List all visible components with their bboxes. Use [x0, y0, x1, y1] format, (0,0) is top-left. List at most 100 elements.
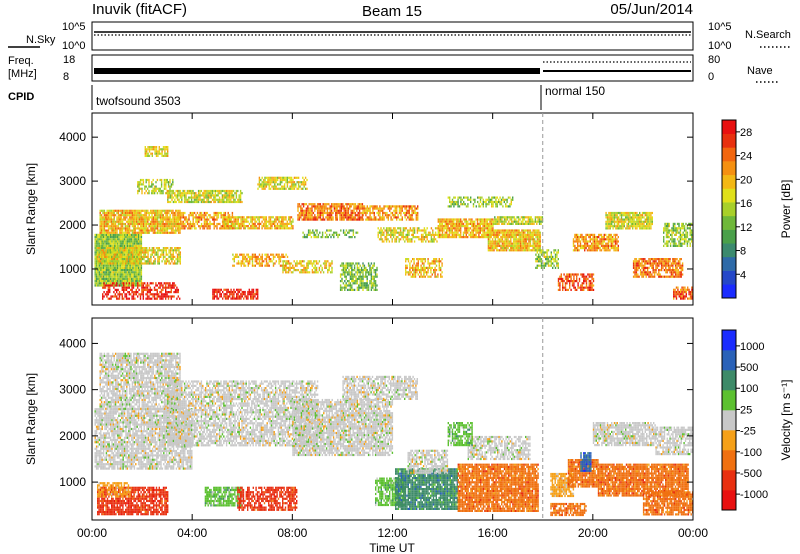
data-cell: [377, 218, 380, 221]
data-cell: [140, 229, 142, 232]
data-cell: [408, 216, 410, 219]
data-cell: [244, 260, 247, 263]
data-cell: [223, 211, 225, 215]
data-cell: [330, 216, 333, 219]
data-cell: [114, 275, 116, 278]
data-cell: [100, 218, 103, 221]
data-cell: [345, 275, 347, 278]
data-cell: [198, 216, 200, 219]
data-cell: [163, 227, 166, 230]
data-cell: [330, 207, 333, 210]
data-cell: [237, 262, 240, 265]
data-cell: [115, 271, 117, 274]
data-cell: [227, 225, 229, 228]
data-cell: [130, 260, 132, 263]
data-cell: [330, 236, 332, 239]
data-cell: [146, 178, 149, 182]
data-cell: [125, 293, 128, 296]
data-cell: [171, 253, 173, 256]
data-cell: [397, 216, 399, 219]
data-cell: [166, 209, 169, 212]
data-cell: [109, 216, 111, 219]
data-cell: [103, 220, 106, 223]
data-cell: [423, 275, 425, 278]
data-cell: [207, 218, 210, 221]
data-cell: [206, 200, 208, 204]
data-cell: [348, 262, 350, 265]
data-cell: [127, 214, 129, 217]
data-cell: [209, 196, 211, 199]
data-cell: [316, 236, 318, 239]
data-cell: [243, 264, 245, 267]
data-cell: [119, 280, 122, 283]
freq-tick-high: 18: [63, 54, 75, 66]
data-cell: [164, 249, 166, 252]
data-cell: [113, 258, 116, 261]
data-cell: [425, 240, 427, 243]
data-cell: [124, 209, 127, 212]
data-cell: [410, 216, 412, 219]
data-cell: [449, 196, 451, 199]
data-cell: [139, 260, 141, 263]
data-cell: [223, 196, 225, 199]
data-cell: [290, 262, 293, 265]
data-cell: [123, 273, 126, 276]
data-cell: [226, 290, 228, 294]
data-cell: [359, 275, 361, 278]
data-cell: [241, 220, 244, 223]
data-cell: [142, 178, 145, 182]
data-cell: [181, 211, 183, 215]
data-cell: [142, 288, 144, 291]
data-cell: [189, 214, 192, 217]
data-cell: [283, 176, 286, 179]
data-cell: [461, 225, 463, 228]
data-cell: [102, 293, 104, 296]
data-cell: [139, 293, 142, 296]
data-cell: [144, 146, 146, 149]
data-cell: [265, 262, 268, 265]
data-cell: [103, 216, 106, 219]
data-cell: [404, 207, 406, 210]
data-cell: [268, 187, 270, 190]
data-cell: [159, 284, 161, 287]
data-cell: [336, 218, 338, 221]
data-cell: [128, 244, 130, 247]
data-cell: [402, 236, 405, 239]
data-cell: [471, 222, 473, 225]
data-cell: [157, 258, 159, 261]
data-cell: [112, 258, 114, 261]
data-cell: [178, 192, 180, 195]
data-cell: [98, 262, 100, 265]
data-cell: [107, 282, 109, 285]
data-cell: [294, 264, 297, 267]
data-cell: [186, 218, 189, 221]
data-cell: [112, 229, 114, 232]
data-cell: [339, 211, 341, 215]
data-cell: [155, 209, 157, 212]
data-cell: [116, 266, 119, 269]
data-cell: [384, 211, 387, 215]
data-cell: [219, 288, 221, 291]
data-cell: [482, 218, 484, 221]
data-cell: [362, 264, 364, 267]
data-cell: [134, 291, 136, 294]
data-cell: [339, 209, 341, 212]
data-cell: [156, 211, 159, 215]
data-cell: [313, 260, 315, 263]
data-cell: [207, 222, 210, 226]
data-cell: [275, 176, 277, 179]
data-cell: [139, 277, 141, 280]
data-cell: [322, 205, 324, 208]
data-cell: [405, 269, 407, 272]
data-cell: [329, 218, 331, 221]
data-cell: [229, 227, 231, 230]
data-cell: [321, 233, 324, 236]
data-cell: [103, 227, 106, 230]
data-cell: [223, 222, 225, 225]
data-cell: [118, 291, 121, 294]
data-cell: [441, 275, 443, 278]
data-cell: [112, 253, 115, 256]
data-cell: [305, 214, 308, 217]
data-cell: [214, 192, 217, 195]
